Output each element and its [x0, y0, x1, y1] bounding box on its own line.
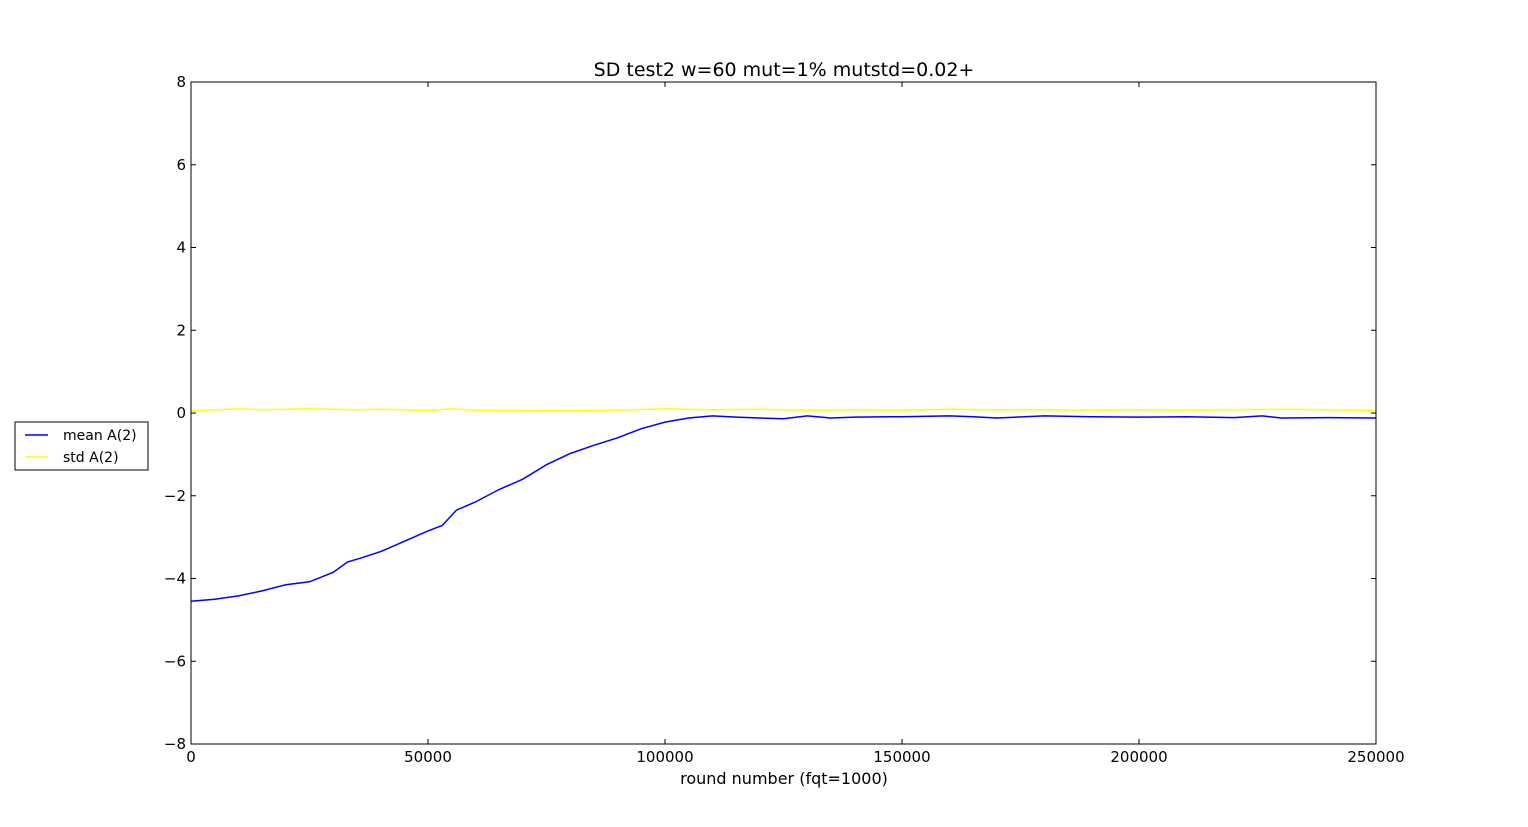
x-tick-label: 200000: [1110, 748, 1167, 766]
y-tick-label: −4: [164, 570, 186, 588]
plot-frame: [190, 81, 1377, 745]
legend-label: mean A(2): [63, 428, 137, 444]
y-tick-label: −8: [164, 735, 186, 753]
y-tick-label: 4: [176, 239, 186, 257]
series-line-std-a-2: [190, 408, 1377, 412]
x-tick-label: 0: [186, 748, 196, 766]
chart-title: SD test2 w=60 mut=1% mutstd=0.02+: [594, 59, 975, 81]
y-tick-label: −2: [164, 487, 186, 505]
y-tick-label: 0: [176, 404, 186, 422]
x-tick-label: 100000: [636, 748, 693, 766]
x-tick-label: 50000: [404, 748, 452, 766]
x-tick-label: 250000: [1347, 748, 1404, 766]
legend: mean A(2) std A(2): [14, 421, 149, 471]
y-tick-label: 6: [176, 156, 186, 174]
x-tick-label: 150000: [873, 748, 930, 766]
x-axis-label: round number (fqt=1000): [680, 769, 888, 788]
legend-label: std A(2): [63, 450, 119, 466]
y-tick-label: −6: [164, 652, 186, 670]
legend-box: [14, 421, 149, 471]
y-tick-label: 8: [176, 73, 186, 91]
y-tick-label: 2: [176, 321, 186, 339]
series-line-mean-a-2: [190, 415, 1377, 603]
